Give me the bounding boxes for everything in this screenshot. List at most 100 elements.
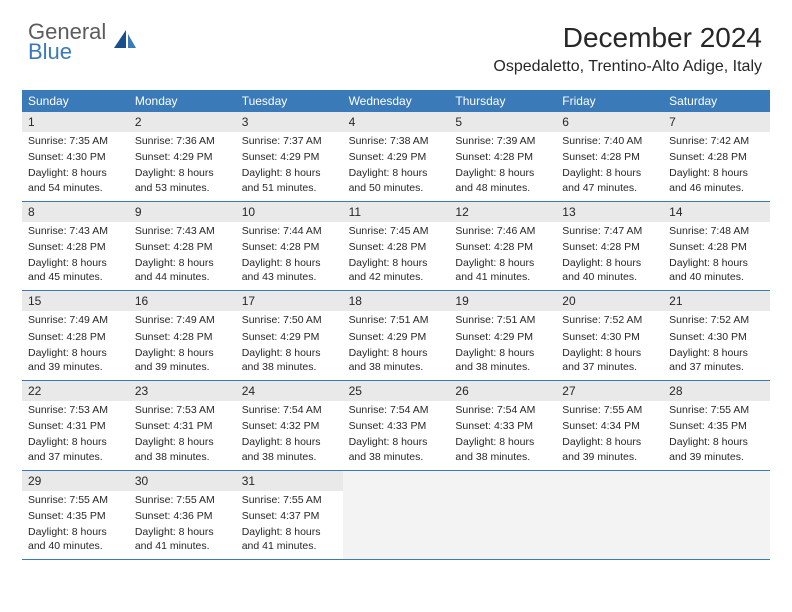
day-cell: 23Sunrise: 7:53 AMSunset: 4:31 PMDayligh…: [129, 381, 236, 470]
sunrise-text: Sunrise: 7:55 AM: [129, 491, 236, 507]
sunrise-text: Sunrise: 7:53 AM: [22, 401, 129, 417]
day-cell: 2Sunrise: 7:36 AMSunset: 4:29 PMDaylight…: [129, 112, 236, 201]
logo-text: General Blue: [28, 22, 106, 62]
sunrise-text: Sunrise: 7:52 AM: [663, 311, 770, 327]
day-cell: 26Sunrise: 7:54 AMSunset: 4:33 PMDayligh…: [449, 381, 556, 470]
day-cell: 9Sunrise: 7:43 AMSunset: 4:28 PMDaylight…: [129, 202, 236, 291]
sunrise-text: Sunrise: 7:55 AM: [556, 401, 663, 417]
sunset-text: Sunset: 4:29 PM: [343, 148, 450, 164]
day-cell: 8Sunrise: 7:43 AMSunset: 4:28 PMDaylight…: [22, 202, 129, 291]
daylight-text: Daylight: 8 hours and 38 minutes.: [236, 433, 343, 463]
sunrise-text: Sunrise: 7:55 AM: [22, 491, 129, 507]
sunrise-text: Sunrise: 7:44 AM: [236, 222, 343, 238]
sunset-text: Sunset: 4:30 PM: [22, 148, 129, 164]
daylight-text: Daylight: 8 hours and 50 minutes.: [343, 164, 450, 194]
daylight-text: Daylight: 8 hours and 41 minutes.: [236, 523, 343, 553]
day-number: 28: [663, 381, 770, 401]
day-number: 29: [22, 471, 129, 491]
daylight-text: Daylight: 8 hours and 41 minutes.: [449, 254, 556, 284]
sunset-text: Sunset: 4:28 PM: [129, 328, 236, 344]
sunrise-text: Sunrise: 7:35 AM: [22, 132, 129, 148]
day-number: 21: [663, 291, 770, 311]
week-row: 8Sunrise: 7:43 AMSunset: 4:28 PMDaylight…: [22, 202, 770, 292]
day-number: 25: [343, 381, 450, 401]
day-number: 26: [449, 381, 556, 401]
sunrise-text: Sunrise: 7:40 AM: [556, 132, 663, 148]
day-number: 9: [129, 202, 236, 222]
day-header: Friday: [556, 90, 663, 112]
sunset-text: Sunset: 4:32 PM: [236, 417, 343, 433]
day-number: 2: [129, 112, 236, 132]
sunrise-text: Sunrise: 7:54 AM: [236, 401, 343, 417]
sunset-text: Sunset: 4:28 PM: [129, 238, 236, 254]
day-cell: 20Sunrise: 7:52 AMSunset: 4:30 PMDayligh…: [556, 291, 663, 380]
sunrise-text: Sunrise: 7:39 AM: [449, 132, 556, 148]
weeks-container: 1Sunrise: 7:35 AMSunset: 4:30 PMDaylight…: [22, 112, 770, 560]
sunset-text: Sunset: 4:34 PM: [556, 417, 663, 433]
day-number: 1: [22, 112, 129, 132]
week-row: 22Sunrise: 7:53 AMSunset: 4:31 PMDayligh…: [22, 381, 770, 471]
day-number: [556, 471, 663, 491]
sunset-text: Sunset: 4:29 PM: [236, 148, 343, 164]
sunrise-text: Sunrise: 7:55 AM: [236, 491, 343, 507]
daylight-text: Daylight: 8 hours and 39 minutes.: [663, 433, 770, 463]
day-cell: [343, 471, 450, 560]
sunrise-text: Sunrise: 7:51 AM: [343, 311, 450, 327]
day-cell: 7Sunrise: 7:42 AMSunset: 4:28 PMDaylight…: [663, 112, 770, 201]
day-number: 20: [556, 291, 663, 311]
sunset-text: Sunset: 4:29 PM: [129, 148, 236, 164]
day-cell: 17Sunrise: 7:50 AMSunset: 4:29 PMDayligh…: [236, 291, 343, 380]
day-number: 23: [129, 381, 236, 401]
sunset-text: Sunset: 4:30 PM: [663, 328, 770, 344]
day-cell: 29Sunrise: 7:55 AMSunset: 4:35 PMDayligh…: [22, 471, 129, 560]
daylight-text: Daylight: 8 hours and 39 minutes.: [129, 344, 236, 374]
daylight-text: Daylight: 8 hours and 38 minutes.: [449, 433, 556, 463]
sunset-text: Sunset: 4:36 PM: [129, 507, 236, 523]
sunset-text: Sunset: 4:29 PM: [236, 328, 343, 344]
daylight-text: Daylight: 8 hours and 37 minutes.: [556, 344, 663, 374]
sunrise-text: Sunrise: 7:55 AM: [663, 401, 770, 417]
day-number: [449, 471, 556, 491]
day-cell: 16Sunrise: 7:49 AMSunset: 4:28 PMDayligh…: [129, 291, 236, 380]
day-number: 17: [236, 291, 343, 311]
sunrise-text: Sunrise: 7:50 AM: [236, 311, 343, 327]
day-number: 14: [663, 202, 770, 222]
day-number: 3: [236, 112, 343, 132]
sunrise-text: Sunrise: 7:46 AM: [449, 222, 556, 238]
sunset-text: Sunset: 4:28 PM: [556, 238, 663, 254]
sunset-text: Sunset: 4:28 PM: [663, 238, 770, 254]
sunset-text: Sunset: 4:33 PM: [343, 417, 450, 433]
day-cell: [449, 471, 556, 560]
sunrise-text: Sunrise: 7:49 AM: [129, 311, 236, 327]
month-title: December 2024: [493, 22, 762, 54]
daylight-text: Daylight: 8 hours and 48 minutes.: [449, 164, 556, 194]
day-number: 19: [449, 291, 556, 311]
logo-word-blue: Blue: [28, 42, 106, 62]
day-cell: 27Sunrise: 7:55 AMSunset: 4:34 PMDayligh…: [556, 381, 663, 470]
calendar: SundayMondayTuesdayWednesdayThursdayFrid…: [22, 90, 770, 560]
sunrise-text: Sunrise: 7:45 AM: [343, 222, 450, 238]
location: Ospedaletto, Trentino-Alto Adige, Italy: [493, 58, 762, 76]
day-number: 18: [343, 291, 450, 311]
daylight-text: Daylight: 8 hours and 38 minutes.: [129, 433, 236, 463]
header: General Blue December 2024 Ospedaletto, …: [0, 0, 792, 84]
daylight-text: Daylight: 8 hours and 40 minutes.: [22, 523, 129, 553]
daylight-text: Daylight: 8 hours and 43 minutes.: [236, 254, 343, 284]
sunrise-text: Sunrise: 7:37 AM: [236, 132, 343, 148]
day-cell: 21Sunrise: 7:52 AMSunset: 4:30 PMDayligh…: [663, 291, 770, 380]
day-header: Thursday: [449, 90, 556, 112]
daylight-text: Daylight: 8 hours and 37 minutes.: [663, 344, 770, 374]
sunrise-text: Sunrise: 7:47 AM: [556, 222, 663, 238]
day-number: 8: [22, 202, 129, 222]
sunrise-text: Sunrise: 7:36 AM: [129, 132, 236, 148]
sunset-text: Sunset: 4:28 PM: [236, 238, 343, 254]
day-number: [663, 471, 770, 491]
day-cell: [556, 471, 663, 560]
day-number: 27: [556, 381, 663, 401]
day-cell: 13Sunrise: 7:47 AMSunset: 4:28 PMDayligh…: [556, 202, 663, 291]
day-number: 15: [22, 291, 129, 311]
day-number: 24: [236, 381, 343, 401]
day-cell: 5Sunrise: 7:39 AMSunset: 4:28 PMDaylight…: [449, 112, 556, 201]
sunset-text: Sunset: 4:28 PM: [343, 238, 450, 254]
sunset-text: Sunset: 4:28 PM: [556, 148, 663, 164]
